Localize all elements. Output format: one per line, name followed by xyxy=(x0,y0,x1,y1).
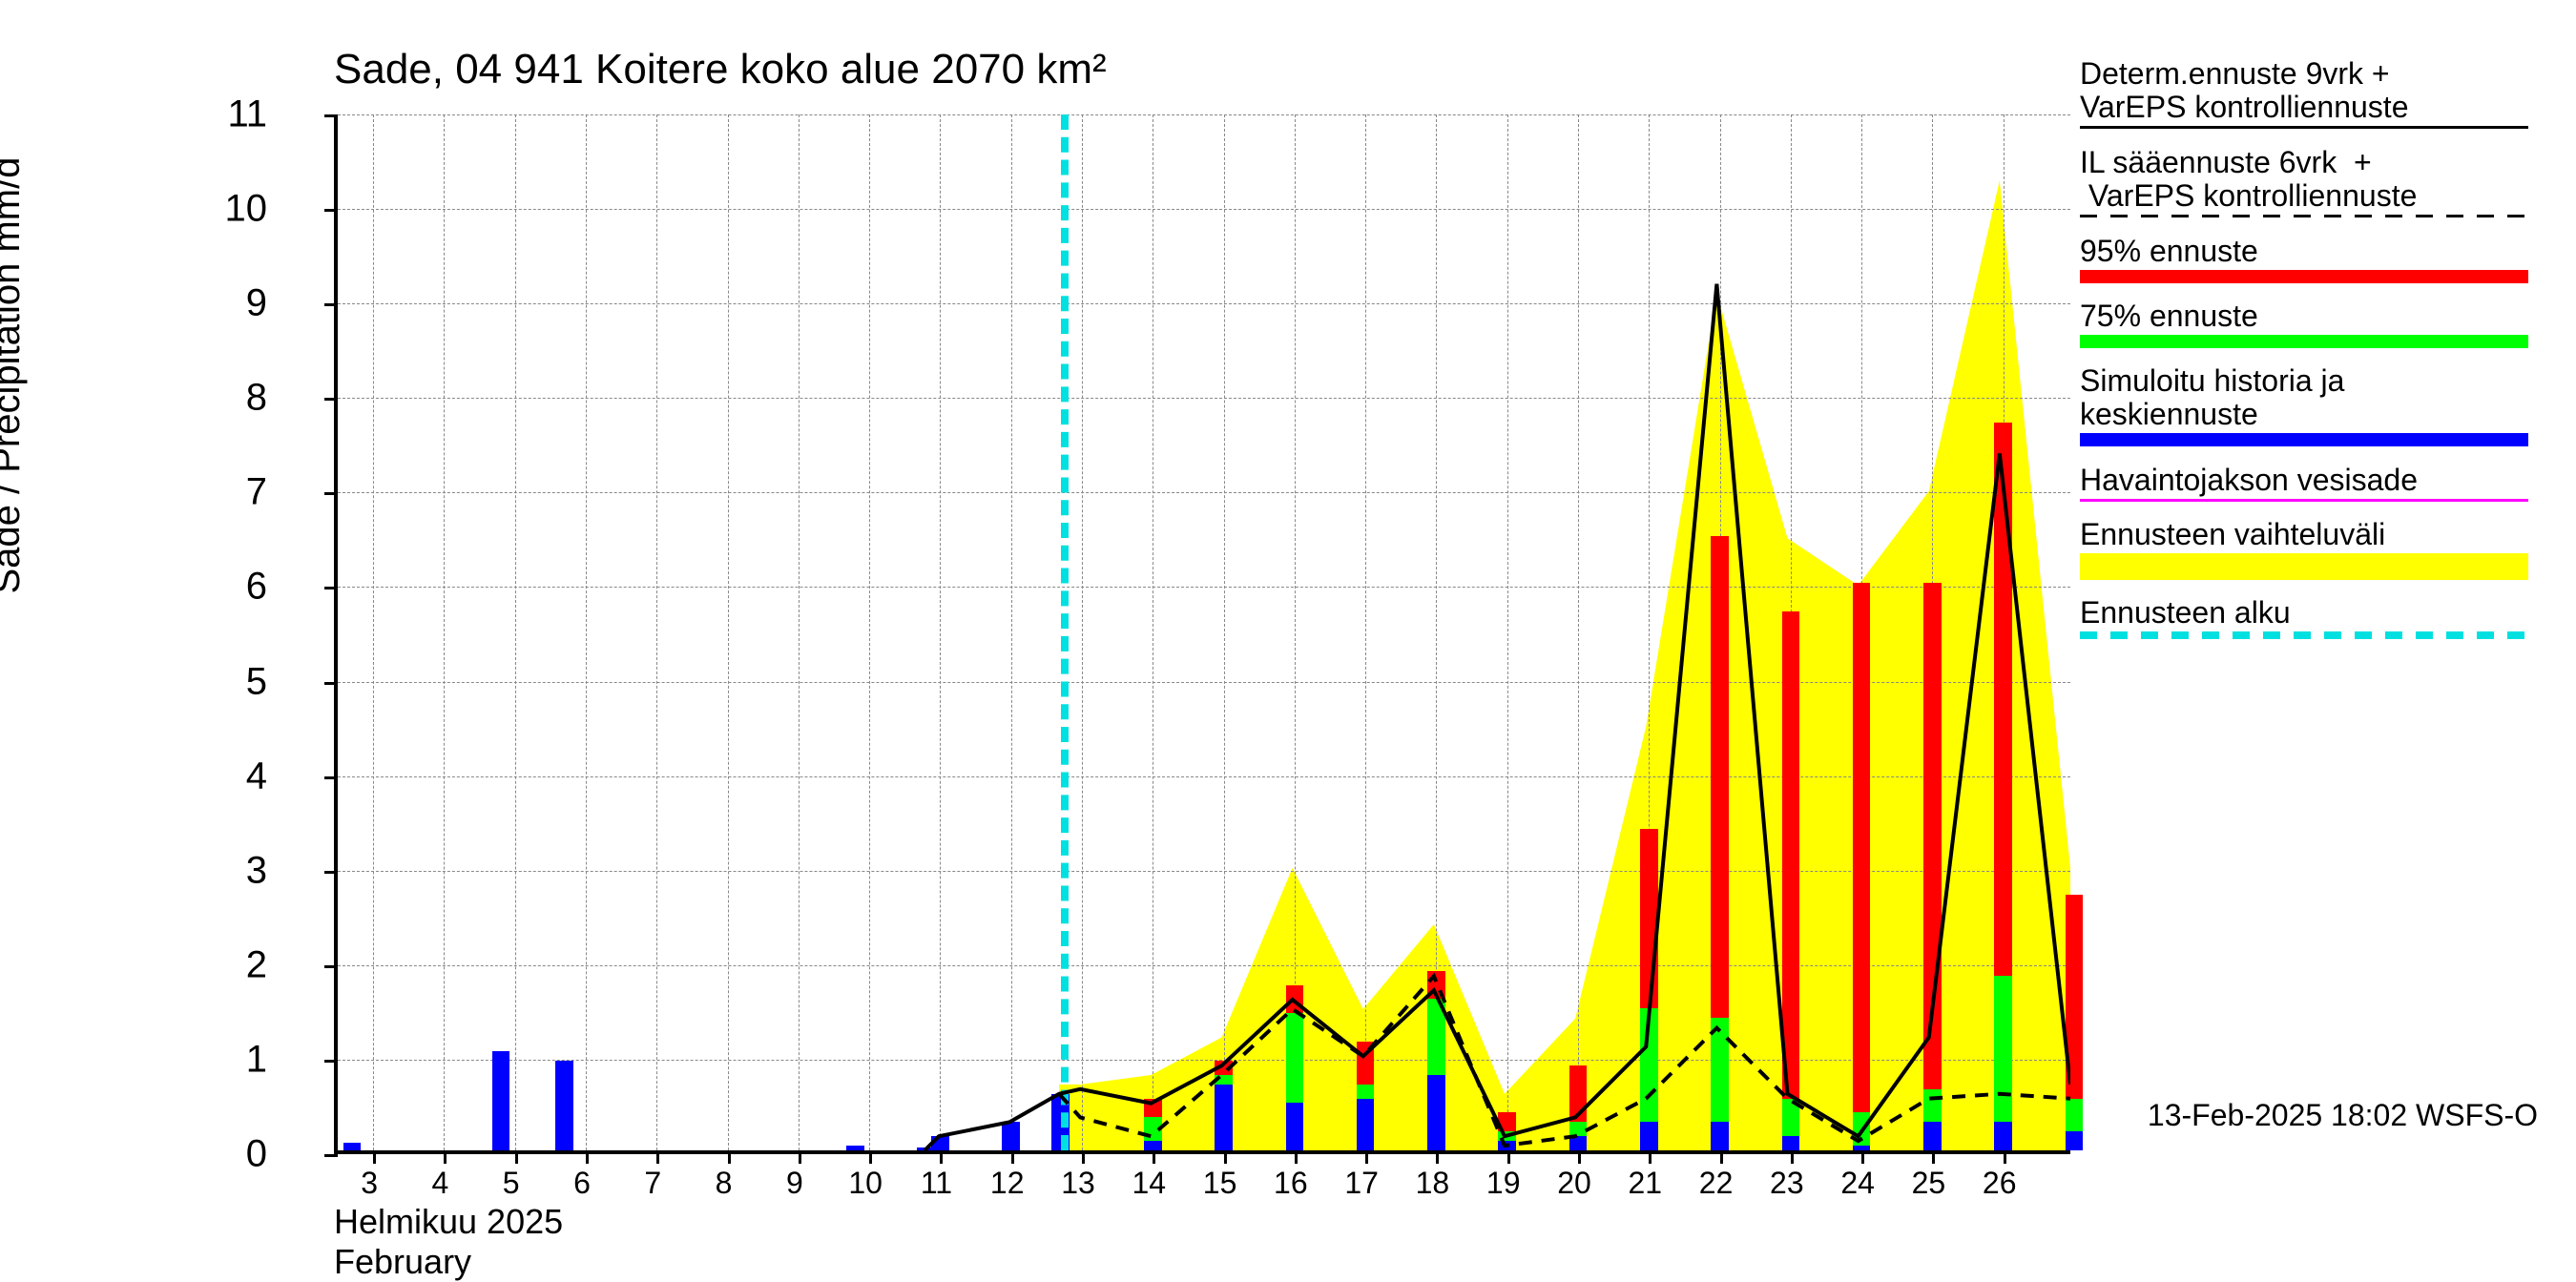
chart-container: Sade, 04 941 Koitere koko alue 2070 km² … xyxy=(0,0,2576,1145)
x-tick-label: 21 xyxy=(1628,1166,1662,1201)
legend-label: 95% ennuste xyxy=(2080,235,2528,268)
x-tick-mark xyxy=(1365,1150,1368,1164)
x-tick-mark xyxy=(869,1150,872,1164)
x-tick-label: 19 xyxy=(1486,1166,1521,1201)
x-tick-label: 17 xyxy=(1344,1166,1379,1201)
x-tick-mark xyxy=(1507,1150,1510,1164)
x-tick-label: 22 xyxy=(1699,1166,1734,1201)
month-label-fi: Helmikuu 2025 xyxy=(334,1202,563,1242)
x-tick-label: 5 xyxy=(503,1166,520,1201)
bar-segment xyxy=(846,1146,864,1150)
x-tick-label: 23 xyxy=(1770,1166,1804,1201)
legend-label: Determ.ennuste 9vrk + VarEPS kontrollien… xyxy=(2080,57,2528,124)
x-tick-label: 18 xyxy=(1416,1166,1450,1201)
x-tick-mark xyxy=(728,1150,731,1164)
x-tick-mark xyxy=(586,1150,589,1164)
x-tick-label: 10 xyxy=(848,1166,883,1201)
x-tick-mark xyxy=(2004,1150,2006,1164)
legend-swatch xyxy=(2080,215,2528,217)
x-tick-mark xyxy=(1578,1150,1581,1164)
legend-entry: Simuloitu historia ja keskiennuste xyxy=(2080,364,2528,446)
x-tick-mark xyxy=(656,1150,659,1164)
legend-entry: Havaintojakson vesisade xyxy=(2080,464,2528,502)
legend-entry: 75% ennuste xyxy=(2080,300,2528,348)
x-tick-label: 20 xyxy=(1557,1166,1591,1201)
legend-swatch xyxy=(2080,270,2528,283)
legend-entry: Ennusteen alku xyxy=(2080,596,2528,639)
x-tick-mark xyxy=(1082,1150,1085,1164)
x-tick-label: 25 xyxy=(1912,1166,1946,1201)
x-tick-mark xyxy=(940,1150,943,1164)
legend-swatch xyxy=(2080,126,2528,129)
legend-entry: Ennusteen vaihteluväli xyxy=(2080,518,2528,580)
legend-entry: IL sääennuste 6vrk + VarEPS kontrollienn… xyxy=(2080,146,2528,217)
legend-label: Ennusteen vaihteluväli xyxy=(2080,518,2528,551)
x-tick-label: 6 xyxy=(573,1166,591,1201)
bar-segment xyxy=(1853,1146,1871,1150)
x-tick-label: 15 xyxy=(1203,1166,1237,1201)
x-tick-mark xyxy=(1861,1150,1864,1164)
x-tick-mark xyxy=(1932,1150,1935,1164)
x-tick-label: 26 xyxy=(1983,1166,2017,1201)
x-tick-label: 12 xyxy=(990,1166,1025,1201)
x-tick-label: 14 xyxy=(1132,1166,1166,1201)
x-tick-label: 11 xyxy=(921,1166,952,1201)
x-tick-mark xyxy=(1224,1150,1227,1164)
legend-entry: 95% ennuste xyxy=(2080,235,2528,283)
legend-label: Ennusteen alku xyxy=(2080,596,2528,630)
x-tick-label: 24 xyxy=(1840,1166,1875,1201)
x-tick-mark xyxy=(1295,1150,1298,1164)
x-tick-mark xyxy=(1791,1150,1794,1164)
legend-swatch xyxy=(2080,553,2528,580)
x-tick-mark xyxy=(799,1150,801,1164)
x-tick-label: 9 xyxy=(786,1166,803,1201)
x-tick-label: 13 xyxy=(1061,1166,1095,1201)
legend-label: 75% ennuste xyxy=(2080,300,2528,333)
legend-entry: Determ.ennuste 9vrk + VarEPS kontrollien… xyxy=(2080,57,2528,129)
y-tick-mark xyxy=(324,1154,338,1157)
x-tick-label: 4 xyxy=(432,1166,449,1201)
x-tick-label: 8 xyxy=(716,1166,733,1201)
month-label-en: February xyxy=(334,1242,471,1282)
x-tick-mark xyxy=(1436,1150,1439,1164)
x-tick-mark xyxy=(444,1150,447,1164)
x-tick-mark xyxy=(1011,1150,1014,1164)
x-tick-label: 7 xyxy=(644,1166,661,1201)
legend-label: IL sääennuste 6vrk + VarEPS kontrollienn… xyxy=(2080,146,2528,213)
x-tick-mark xyxy=(1153,1150,1155,1164)
x-tick-mark xyxy=(515,1150,518,1164)
x-tick-label: 16 xyxy=(1274,1166,1308,1201)
x-tick-mark xyxy=(1720,1150,1723,1164)
legend-label: Havaintojakson vesisade xyxy=(2080,464,2528,497)
x-tick-label: 3 xyxy=(361,1166,378,1201)
legend-swatch xyxy=(2080,433,2528,446)
legend-swatch xyxy=(2080,335,2528,348)
legend-label: Simuloitu historia ja keskiennuste xyxy=(2080,364,2528,431)
x-tick-mark xyxy=(373,1150,376,1164)
legend-swatch xyxy=(2080,499,2528,502)
legend-swatch xyxy=(2080,631,2528,639)
x-tick-mark xyxy=(1649,1150,1652,1164)
footer-timestamp: 13-Feb-2025 18:02 WSFS-O xyxy=(2148,1098,2538,1133)
